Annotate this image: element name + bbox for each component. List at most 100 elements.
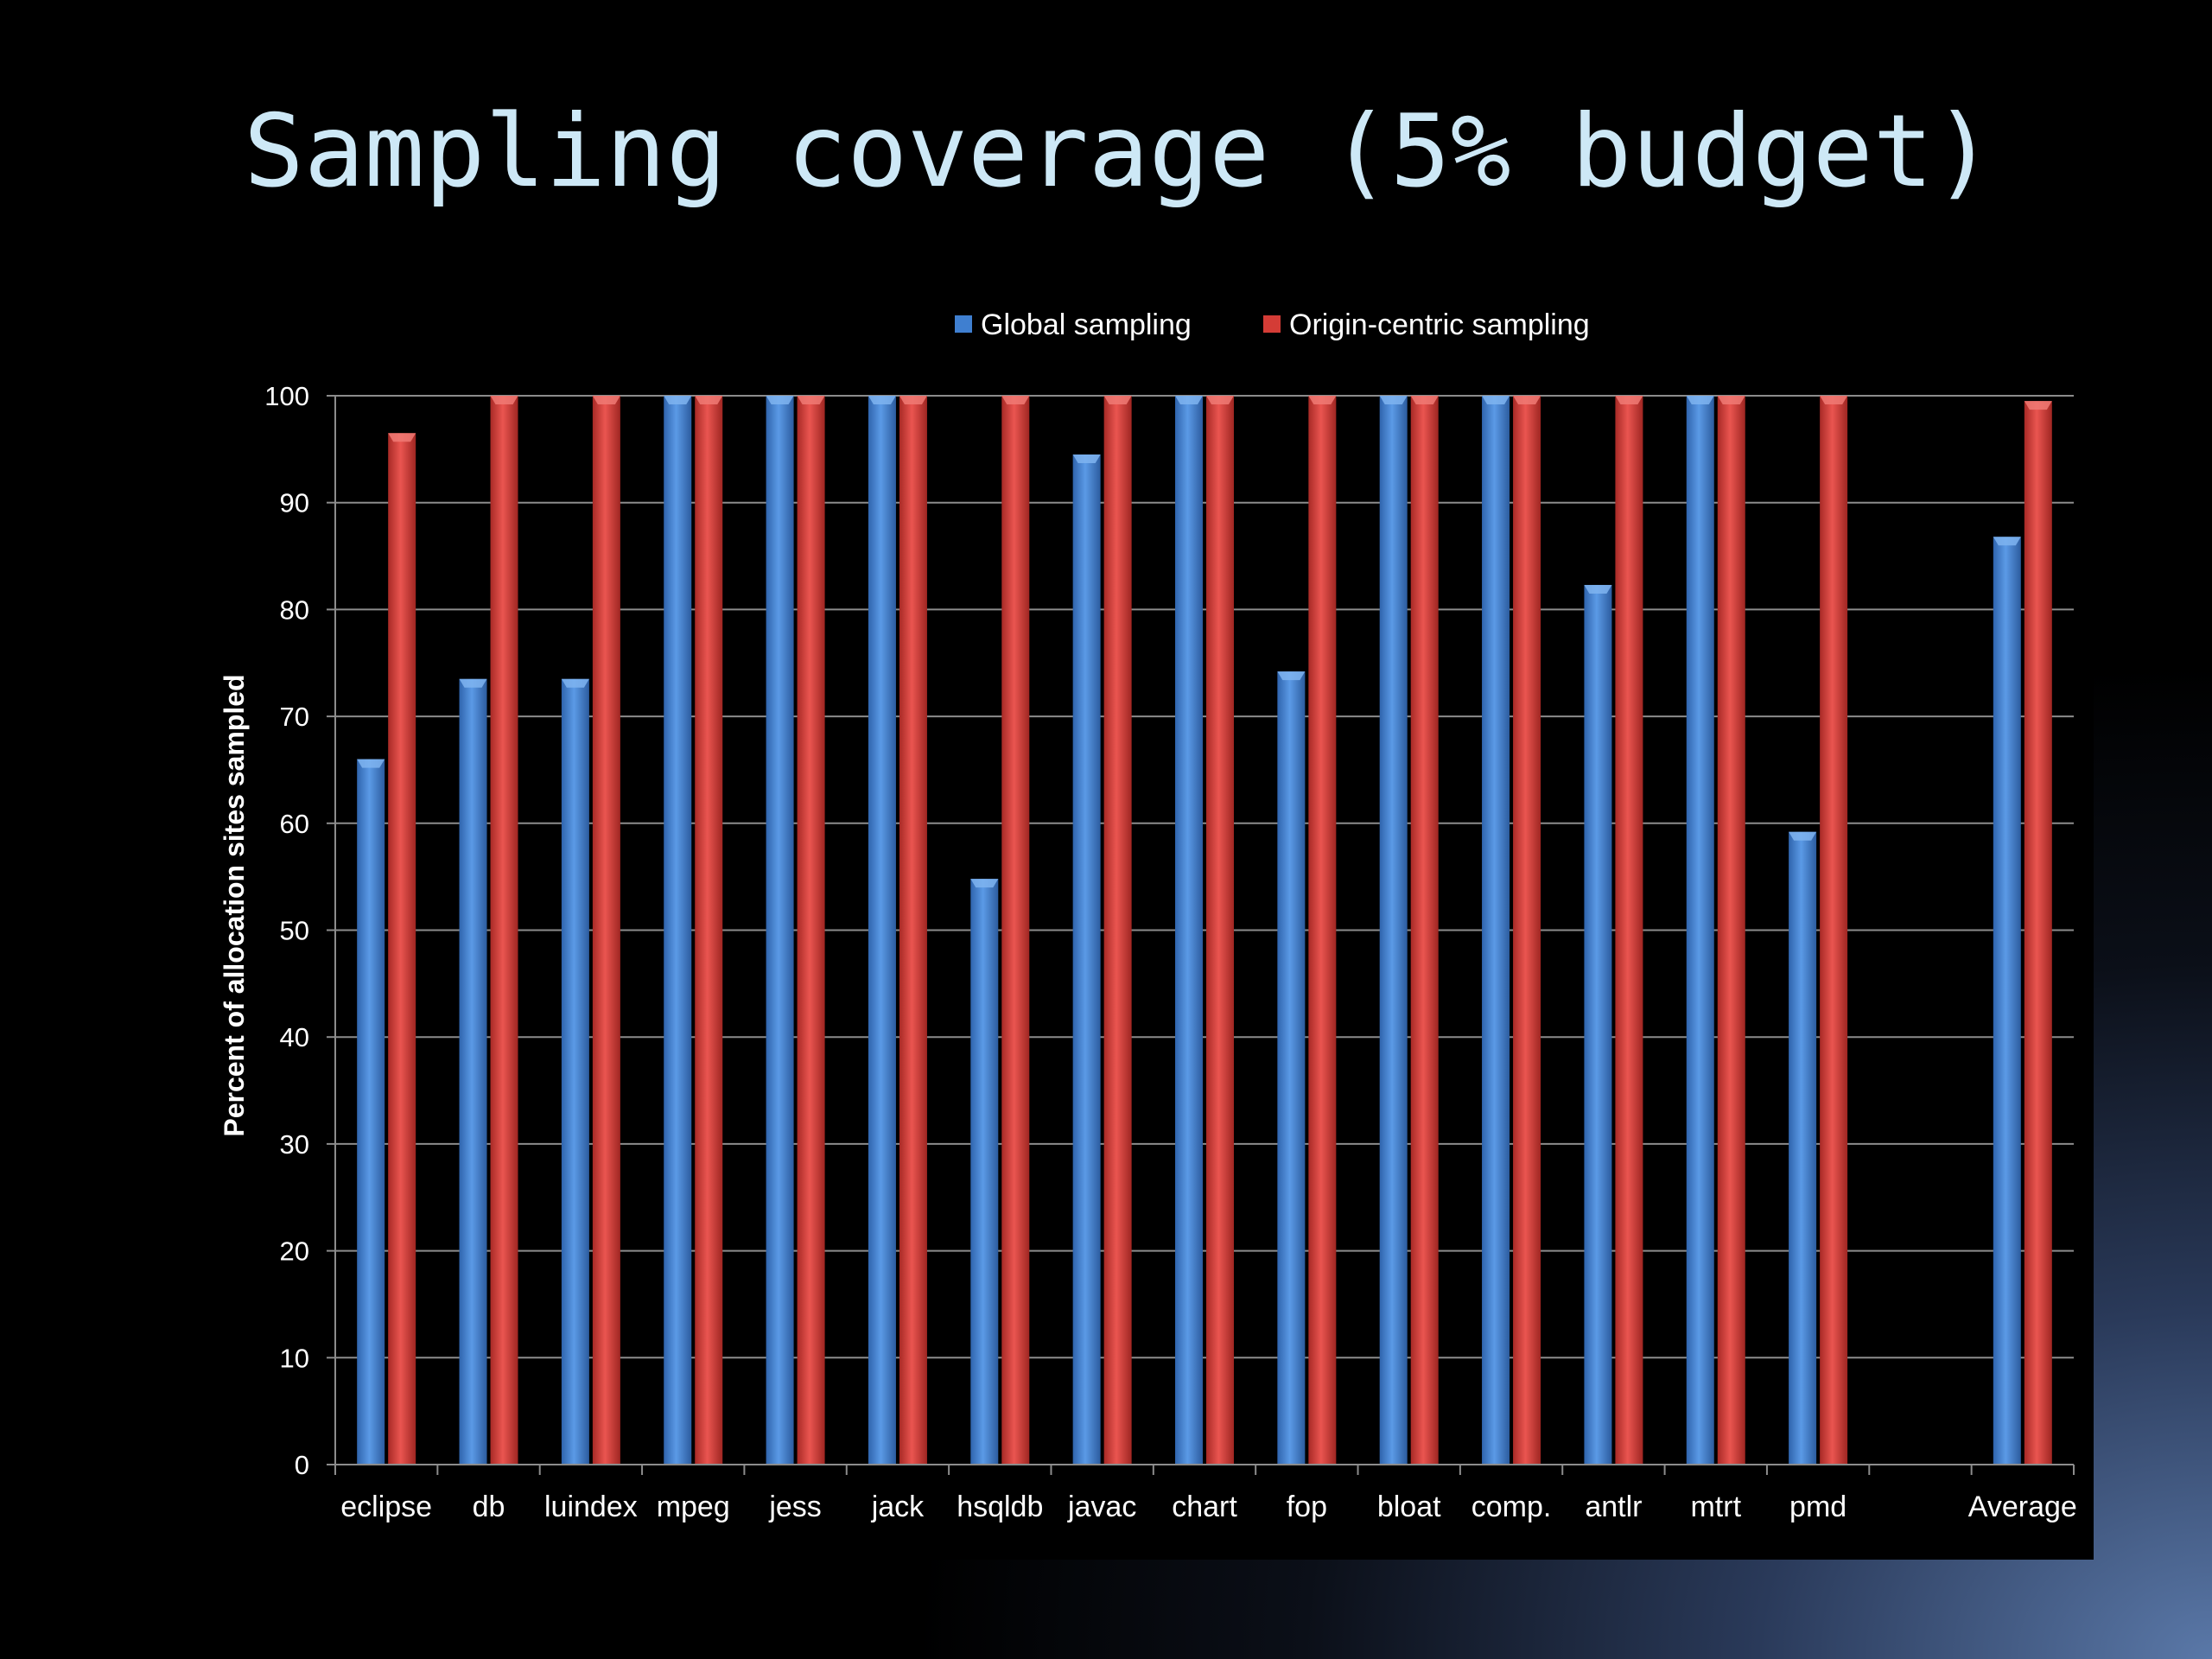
bar-top-cap xyxy=(1072,454,1101,464)
y-tick-label: 80 xyxy=(280,594,309,625)
bar-top-cap xyxy=(459,678,487,688)
slide-title: Sampling coverage (5% budget) xyxy=(244,93,1994,210)
x-tick-label: luindex xyxy=(544,1491,638,1523)
x-tick-label: pmd xyxy=(1789,1491,1847,1523)
bar-top-cap xyxy=(695,396,723,404)
bar-origin-centric-sampling xyxy=(1103,396,1132,1465)
legend-swatch-origin xyxy=(1263,315,1281,333)
bar-top-cap xyxy=(1686,396,1714,404)
bar-top-cap xyxy=(388,433,416,442)
bar-top-cap xyxy=(1410,396,1439,404)
bar-top-cap xyxy=(1513,396,1541,404)
bar-global-sampling xyxy=(1482,396,1510,1465)
bar-top-cap xyxy=(561,678,589,688)
y-tick-label: 90 xyxy=(280,488,309,518)
bar-top-cap xyxy=(1175,396,1203,404)
bar-global-sampling xyxy=(664,396,692,1465)
x-tick-label: Average xyxy=(1968,1491,2077,1523)
bar-top-cap xyxy=(766,396,794,404)
bar-top-cap xyxy=(1615,396,1643,404)
bar-origin-centric-sampling xyxy=(695,396,723,1465)
bar-global-sampling xyxy=(1175,396,1203,1465)
bar-top-cap xyxy=(1308,396,1337,404)
legend: Global sampling Origin-centric sampling xyxy=(955,308,1590,341)
bar-global-sampling xyxy=(1277,671,1306,1465)
bar-global-sampling xyxy=(766,396,794,1465)
bar-top-cap xyxy=(1820,396,1848,404)
bar-origin-centric-sampling xyxy=(797,396,825,1465)
x-tick-label: db xyxy=(473,1491,505,1523)
x-tick-label: chart xyxy=(1172,1491,1237,1523)
bar-top-cap xyxy=(490,396,518,404)
x-tick-label: mpeg xyxy=(657,1491,730,1523)
y-tick-label: 70 xyxy=(280,702,309,732)
bar-origin-centric-sampling xyxy=(899,396,927,1465)
bars xyxy=(357,396,2052,1465)
bar-top-cap xyxy=(1103,396,1132,404)
y-axis-label: Percent of allocation sites sampled xyxy=(219,674,250,1136)
gridlines xyxy=(335,395,2074,1359)
x-tick-label: comp. xyxy=(1471,1491,1552,1523)
bar-top-cap xyxy=(2024,401,2052,410)
bar-global-sampling xyxy=(459,678,487,1465)
bar-global-sampling xyxy=(1072,454,1101,1465)
bar-top-cap xyxy=(1584,584,1612,594)
bar-origin-centric-sampling xyxy=(1717,396,1745,1465)
y-tick-label: 40 xyxy=(280,1022,309,1052)
bar-global-sampling xyxy=(561,678,589,1465)
bar-top-cap xyxy=(1717,396,1745,404)
bar-origin-centric-sampling xyxy=(490,396,518,1465)
x-tick-label: mtrt xyxy=(1690,1491,1741,1523)
bar-origin-centric-sampling xyxy=(1513,396,1541,1465)
bar-global-sampling xyxy=(1584,584,1612,1465)
x-tick-label: antlr xyxy=(1585,1491,1642,1523)
bar-global-sampling xyxy=(1379,396,1408,1465)
bar-global-sampling xyxy=(1686,396,1714,1465)
y-tick-label: 60 xyxy=(280,809,309,839)
bar-top-cap xyxy=(1001,396,1030,404)
legend-label-global: Global sampling xyxy=(981,308,1192,341)
y-tick-label: 0 xyxy=(295,1450,309,1480)
bar-origin-centric-sampling xyxy=(1308,396,1337,1465)
bar-global-sampling xyxy=(1993,537,2021,1465)
bar-top-cap xyxy=(1993,537,2021,546)
y-tick-label: 100 xyxy=(264,381,309,411)
x-tick-label: bloat xyxy=(1377,1491,1441,1523)
bar-origin-centric-sampling xyxy=(388,433,416,1465)
bar-global-sampling xyxy=(357,759,385,1465)
bar-origin-centric-sampling xyxy=(1820,396,1848,1465)
x-tick-label: jess xyxy=(768,1491,821,1523)
bar-origin-centric-sampling xyxy=(1615,396,1643,1465)
bar-top-cap xyxy=(797,396,825,404)
x-tick-label: javac xyxy=(1067,1491,1136,1523)
bar-global-sampling xyxy=(868,396,896,1465)
bar-top-cap xyxy=(1789,831,1817,841)
bar-top-cap xyxy=(592,396,620,404)
bar-origin-centric-sampling xyxy=(1206,396,1234,1465)
bar-top-cap xyxy=(1206,396,1234,404)
bar-global-sampling xyxy=(970,879,999,1465)
bar-top-cap xyxy=(899,396,927,404)
bar-global-sampling xyxy=(1789,831,1817,1465)
legend-swatch-global xyxy=(955,315,972,333)
y-tick-label: 30 xyxy=(280,1129,309,1160)
bar-top-cap xyxy=(1379,396,1408,404)
x-tick-label: eclipse xyxy=(340,1491,432,1523)
x-tick-label: jack xyxy=(871,1491,925,1523)
y-tick-label: 20 xyxy=(280,1236,309,1267)
bar-origin-centric-sampling xyxy=(2024,401,2052,1465)
bar-top-cap xyxy=(664,396,692,404)
bar-top-cap xyxy=(970,879,999,888)
axes: 0 10 20 30 40 50 60 70 80 90 100 eclipse db luindex mp… xyxy=(264,381,2077,1523)
y-tick-label: 50 xyxy=(280,916,309,946)
bar-top-cap xyxy=(357,759,385,768)
bar-origin-centric-sampling xyxy=(1410,396,1439,1465)
x-tick-label: fop xyxy=(1287,1491,1327,1523)
bar-origin-centric-sampling xyxy=(592,396,620,1465)
bar-top-cap xyxy=(1277,671,1306,681)
legend-label-origin: Origin-centric sampling xyxy=(1289,308,1590,341)
bar-top-cap xyxy=(1482,396,1510,404)
x-tick-label: hsqldb xyxy=(957,1491,1043,1523)
y-tick-label: 10 xyxy=(280,1343,309,1373)
